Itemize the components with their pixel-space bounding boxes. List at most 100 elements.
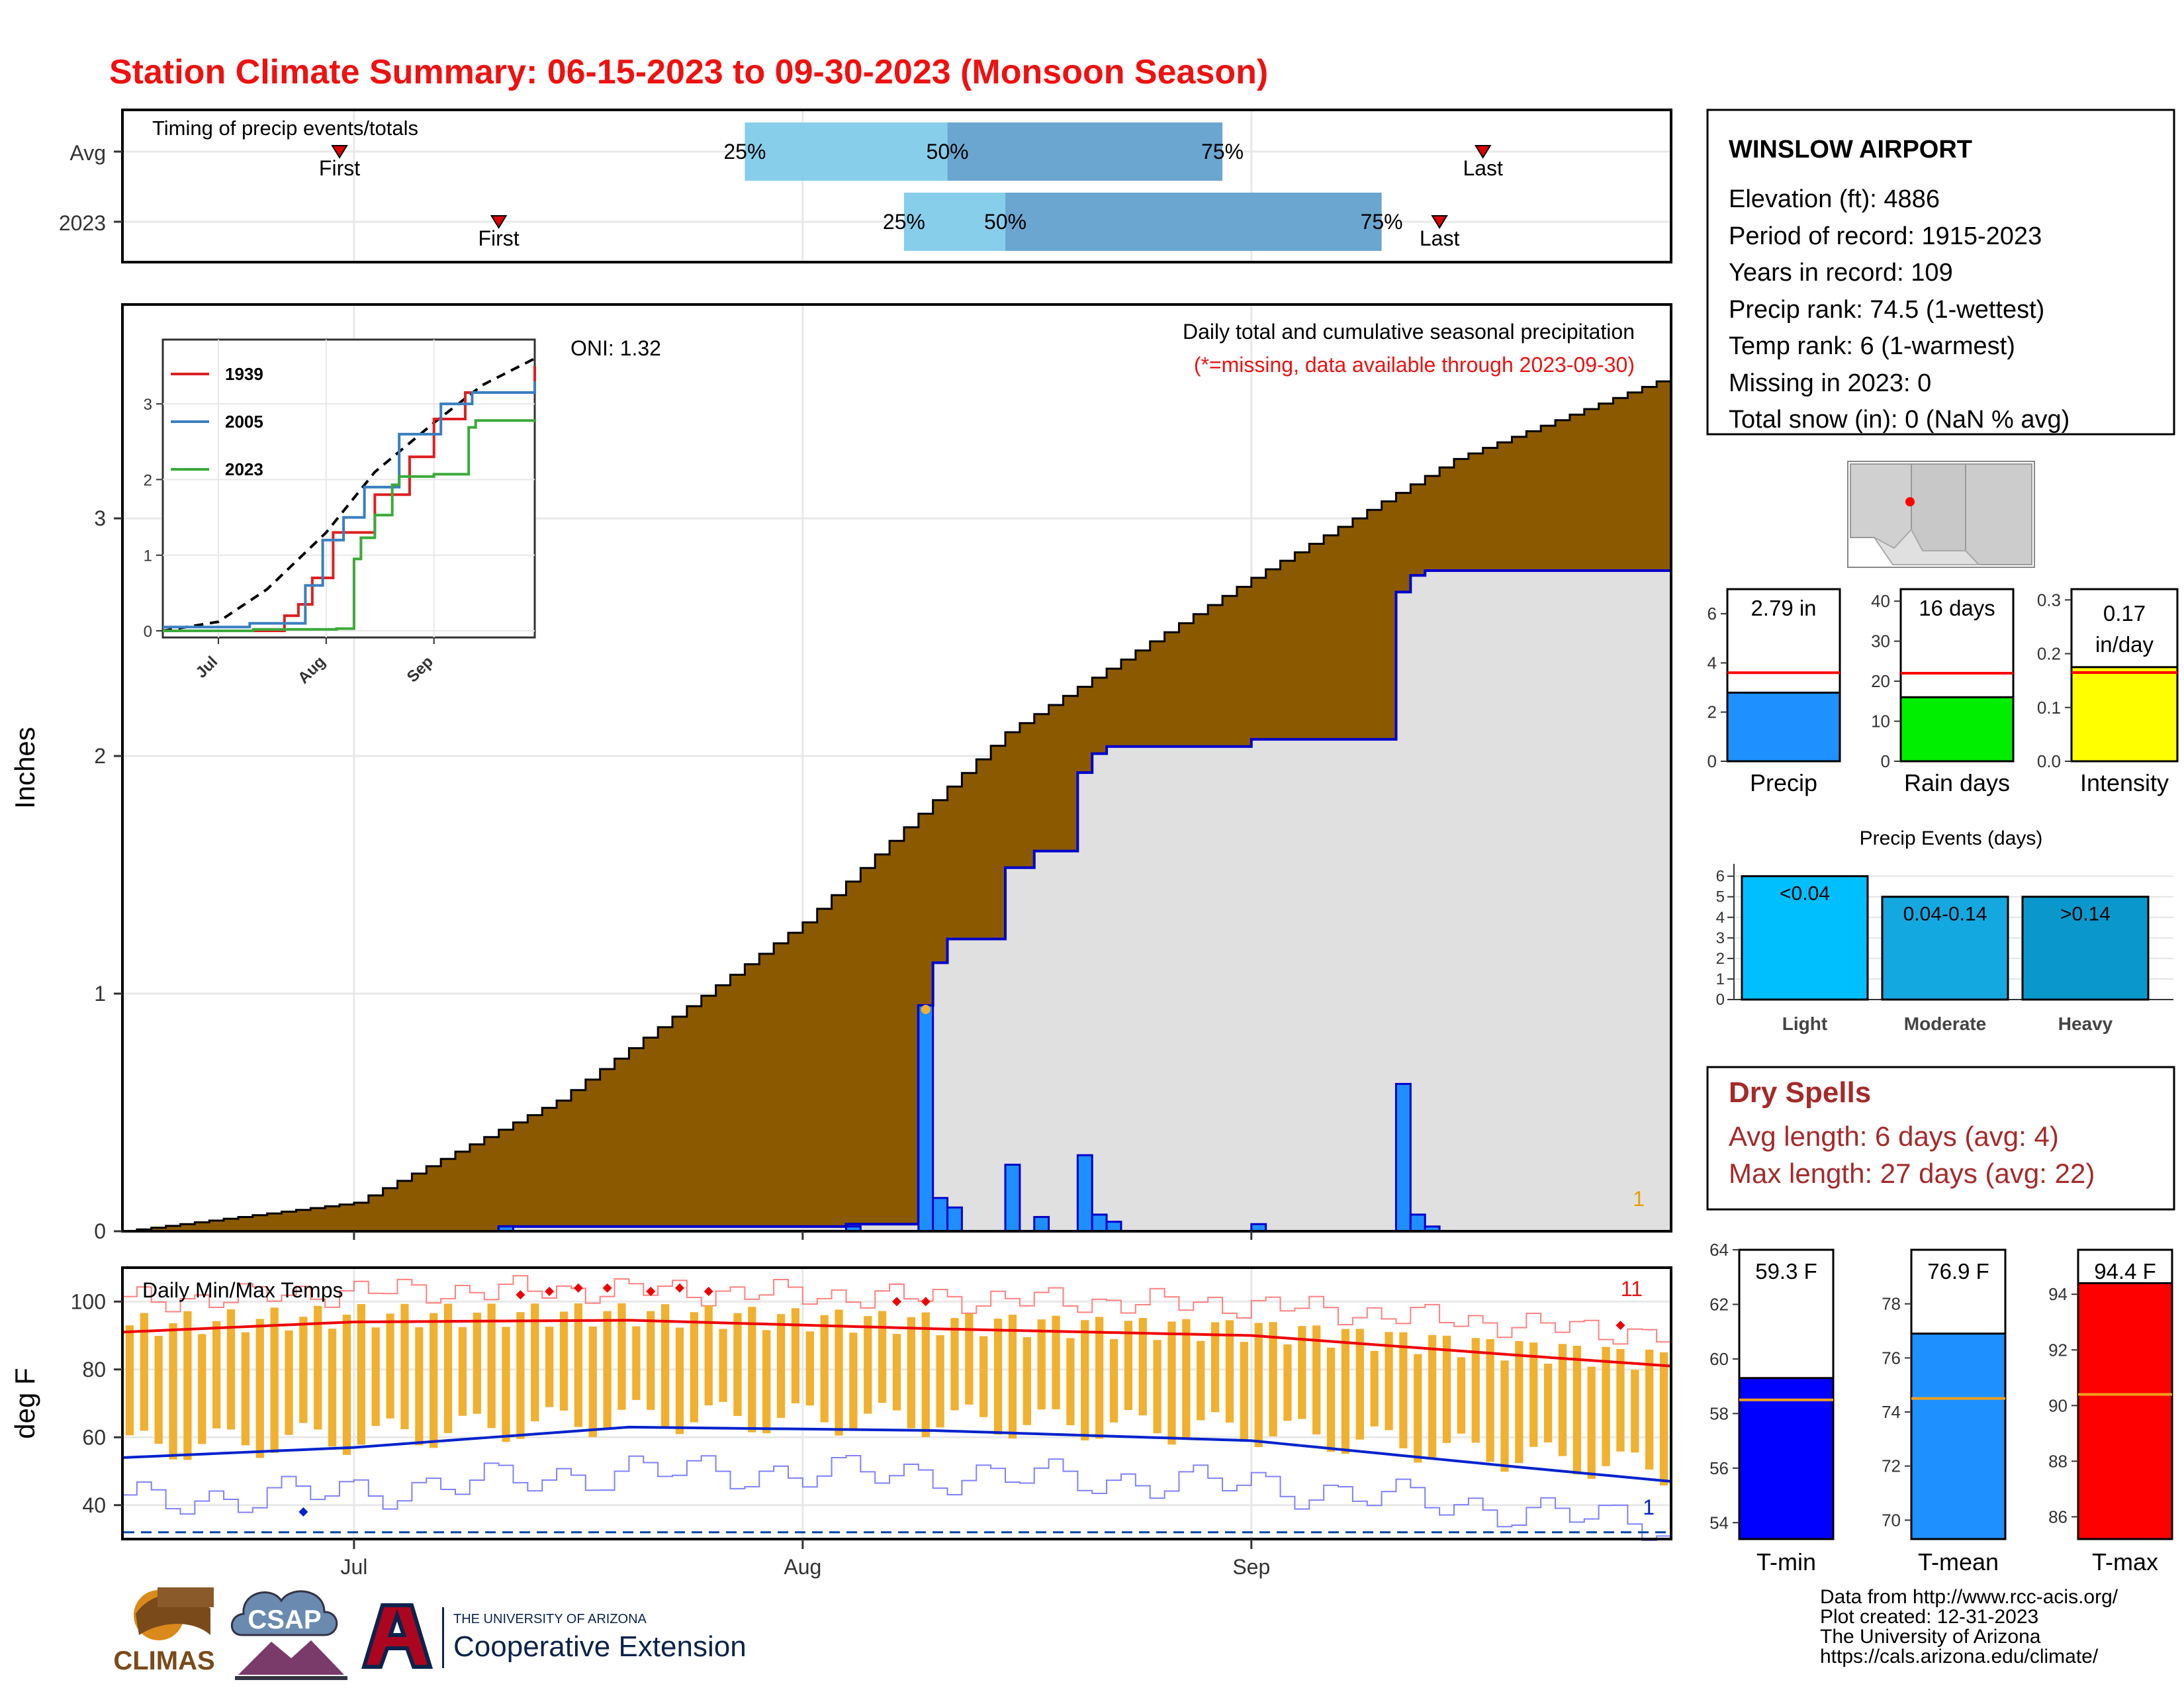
record-max-envelope	[122, 1275, 1672, 1345]
csap-logo-mountains	[238, 1640, 344, 1675]
record-min-envelope	[122, 1455, 1672, 1541]
summary-bar-value-label: 16 days	[1919, 596, 1995, 620]
daily-temp-bar	[1254, 1323, 1263, 1448]
location-map	[1847, 461, 2035, 568]
x-tick-label: Aug	[784, 1555, 821, 1579]
ua-logo: THE UNIVERSITY OF ARIZONA Cooperative Ex…	[361, 1603, 747, 1669]
temp-bar-label: T-max	[2092, 1548, 2158, 1575]
dry-spells-avg: Avg length: 6 days (avg: 4)	[1729, 1121, 2059, 1152]
events-tick-label: 0	[1716, 991, 1725, 1009]
x-tick-label: Sep	[1232, 1555, 1270, 1579]
events-bin-label: >0.14	[2060, 904, 2111, 925]
record-high-marker	[516, 1290, 525, 1299]
timing-pct-label: 50%	[984, 210, 1026, 234]
temp-bar-tick-label: 86	[2048, 1507, 2068, 1526]
daily-temp-bar	[415, 1327, 424, 1446]
daily-precip-bar	[917, 1004, 934, 1233]
station-elevation: Elevation (ft): 4886	[1729, 185, 1940, 213]
events-category-label: Heavy	[2058, 1013, 2113, 1034]
timing-bar-50-75	[1005, 193, 1382, 251]
daily-temp-bar	[993, 1319, 1003, 1435]
summary-bar-value	[1899, 696, 2015, 763]
daily-temp-bar	[1312, 1325, 1321, 1434]
daily-temp-bar	[357, 1303, 365, 1445]
daily-precip-bar	[946, 1206, 963, 1233]
timing-pct-label: 25%	[883, 210, 925, 234]
temp-bar-tick-label: 92	[2048, 1340, 2068, 1360]
temp-bar-label: T-mean	[1918, 1548, 1999, 1575]
summary-bar-value-label: 2.79 in	[1751, 596, 1816, 620]
daily-temp-bar	[1124, 1321, 1133, 1411]
record-high-marker	[674, 1283, 684, 1293]
temp-bar-value	[1910, 1333, 2007, 1540]
cumulative-2023-area	[122, 568, 1671, 1231]
daily-temp-bar	[502, 1327, 510, 1442]
daily-precip-bar	[1409, 1213, 1426, 1233]
daily-temp-bar	[1355, 1329, 1364, 1440]
temp-bar-tick-label: 56	[1709, 1458, 1729, 1478]
events-bar	[2021, 896, 2150, 1001]
precip-y-axis: 0 1 2 3	[94, 506, 122, 1243]
daily-temp-bar	[617, 1303, 626, 1410]
daily-temp-bar	[1167, 1321, 1176, 1445]
timing-marks: 25% 50% 75% First Last 25% 50% 75% First Last	[319, 122, 1503, 251]
events-bar	[1741, 875, 1869, 1001]
station-precip-rank: Precip rank: 74.5 (1-wettest)	[1729, 296, 2044, 324]
daily-temp-bar	[1240, 1342, 1248, 1441]
daily-temp-bar	[835, 1309, 843, 1436]
map-region-new-mexico	[1911, 463, 1966, 551]
daily-temp-bar	[1081, 1320, 1089, 1440]
daily-temp-bar	[314, 1305, 322, 1430]
temp-bar-tick-label: 70	[1882, 1510, 1901, 1530]
timing-event-label: Last	[1420, 226, 1460, 250]
daily-temp-bar	[921, 1312, 930, 1437]
events-marks: 0 1 2 3 4 5 6 <0.04 Light 0.04-0.14 Moderate >0.14 H…	[1716, 864, 2173, 1034]
temp-bar-tick-label: 72	[1882, 1456, 1901, 1476]
summary-bar-tick-label: 2	[1707, 702, 1717, 722]
summary-bar-intensity: 0.0 0.1 0.2 0.3 0.17 in/day Intensity	[2037, 588, 2179, 796]
figure-title: Station Climate Summary: 06-15-2023 to 0…	[109, 53, 1268, 91]
record-high-marker	[921, 1297, 931, 1307]
daily-temp-bar	[400, 1303, 409, 1430]
events-bin-label: 0.04-0.14	[1903, 904, 1987, 925]
inset-series-line	[163, 381, 536, 629]
daily-temp-bar	[878, 1311, 887, 1403]
events-category-label: Moderate	[1904, 1013, 1986, 1034]
daily-temp-bar	[1197, 1340, 1205, 1421]
daily-temp-bar	[443, 1303, 453, 1433]
record-high-marker	[1615, 1321, 1625, 1331]
inset-ytick-label: 2	[144, 471, 152, 489]
daily-temp-bar	[907, 1317, 915, 1429]
precip-ytick-label: 0	[94, 1219, 106, 1243]
daily-temp-bar	[704, 1305, 713, 1406]
max-precip-marker	[921, 1004, 931, 1014]
station-period: Period of record: 1915-2023	[1729, 222, 2042, 250]
map-region-arizona	[1850, 463, 1912, 549]
daily-temp-bar	[255, 1319, 264, 1458]
precip-marks	[122, 375, 1672, 1233]
daily-temp-bar	[1457, 1357, 1466, 1434]
summary-bar-value-label: 0.17	[2103, 601, 2146, 626]
record-high-marker	[892, 1297, 901, 1307]
daily-temp-bar	[979, 1336, 988, 1417]
credit-data-source: Data from http://www.rcc-acis.org/	[1820, 1586, 2118, 1608]
summary-bar-rain-days: 0 10 20 30 40 16 days Rain days	[1871, 588, 2015, 796]
temp-bar-tick-label: 88	[2048, 1451, 2068, 1471]
daily-temp-bar	[1210, 1322, 1220, 1413]
credits: Data from http://www.rcc-acis.org/ Plot …	[1820, 1586, 2118, 1667]
timing-pct-label: 50%	[927, 140, 969, 164]
daily-temp-bar	[791, 1308, 800, 1403]
daily-temp-bar	[1370, 1350, 1379, 1427]
summary-bar-tick-label: 20	[1871, 671, 1890, 691]
daily-temp-bar	[559, 1311, 569, 1411]
daily-precip-bar	[932, 1197, 949, 1233]
daily-temp-bar	[241, 1332, 250, 1446]
temp-y-axis: 40 60 80 100	[71, 1289, 122, 1517]
summary-bar-value	[2070, 666, 2179, 763]
temp-summary-bars: 54 56 58 60 62 64 59.3 F T-min 70 72 74 76 78 76.9 F T…	[1709, 1240, 2173, 1575]
daily-temp-bar	[603, 1311, 612, 1429]
temp-bar-tick-label: 60	[1709, 1349, 1729, 1369]
events-bar	[1881, 896, 2009, 1001]
daily-temp-bar	[1298, 1326, 1306, 1419]
summary-bar-tick-label: 0.0	[2037, 751, 2061, 771]
